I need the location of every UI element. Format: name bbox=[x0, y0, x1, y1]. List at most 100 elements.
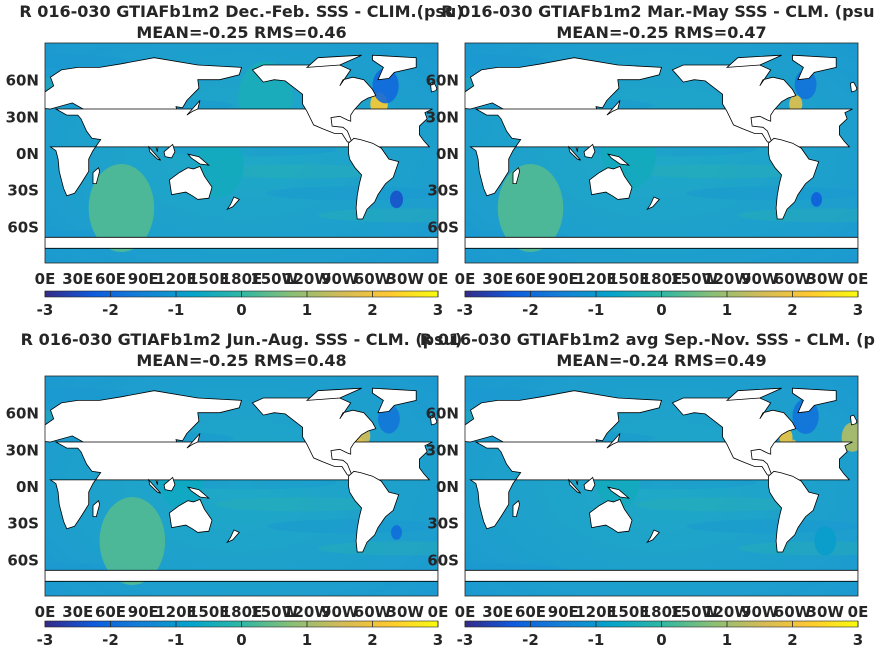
y-tick-label: 0N bbox=[16, 478, 39, 496]
land-mass bbox=[305, 387, 362, 401]
land-mass bbox=[226, 529, 240, 544]
salinity-anomaly bbox=[814, 526, 837, 556]
x-tick-label: 90E bbox=[128, 603, 159, 621]
x-tick-label: 60E bbox=[95, 603, 126, 621]
x-tick-label: 120W bbox=[703, 603, 751, 621]
salinity-anomaly bbox=[99, 497, 166, 585]
anomaly-band bbox=[635, 164, 809, 179]
land-mass bbox=[168, 165, 213, 200]
salinity-anomaly bbox=[389, 190, 404, 209]
x-tick-label: 60W bbox=[354, 270, 392, 288]
land-mass bbox=[792, 54, 837, 81]
land-mass bbox=[147, 145, 161, 161]
x-tick-label: 60W bbox=[774, 603, 812, 621]
colorbar-tick-label: -1 bbox=[588, 631, 605, 649]
colorbar-tick-label: 0 bbox=[656, 301, 666, 319]
salinity-anomaly bbox=[391, 525, 402, 540]
land-mass bbox=[589, 498, 633, 533]
x-tick-label: 0E bbox=[848, 270, 869, 288]
y-tick-label: 0N bbox=[436, 478, 459, 496]
colorbar-tick-label: -2 bbox=[102, 301, 119, 319]
x-tick-label: 60E bbox=[95, 270, 126, 288]
x-tick-label: 30E bbox=[62, 603, 93, 621]
land-mass bbox=[465, 569, 858, 582]
y-tick-label: 60N bbox=[426, 405, 459, 423]
land-mass bbox=[251, 397, 377, 476]
map-frame bbox=[464, 375, 859, 597]
salinity-anomaly bbox=[789, 95, 803, 113]
y-tick-label: 60S bbox=[7, 218, 39, 236]
panel-title: R 016-030 GTIAFb1m2 Jun.-Aug. SSS - CLM.… bbox=[21, 330, 463, 349]
panel-stats: MEAN=-0.25 RMS=0.46 bbox=[136, 23, 346, 42]
land-mass bbox=[606, 153, 631, 166]
land-mass bbox=[768, 137, 820, 220]
x-tick-label: 120E bbox=[575, 270, 617, 288]
land-mass bbox=[348, 470, 400, 553]
y-tick-label: 30S bbox=[7, 182, 39, 200]
map-panel-2: R 016-030 GTIAFb1m2 Mar.-May SSS - CLM. … bbox=[426, 2, 875, 319]
anomaly-band bbox=[686, 519, 858, 534]
x-tick-label: 120E bbox=[155, 603, 197, 621]
land-mass bbox=[147, 478, 161, 494]
land-mass bbox=[168, 498, 213, 533]
colorbar-tick-label: -2 bbox=[522, 631, 539, 649]
land-mass bbox=[606, 486, 631, 499]
land-mass bbox=[583, 143, 596, 159]
anomaly-band bbox=[266, 186, 438, 201]
anomaly-band bbox=[737, 208, 858, 223]
map-panel-1: R 016-030 GTIAFb1m2 Dec.-Feb. SSS - CLIM… bbox=[6, 2, 464, 319]
x-tick-label: 150E bbox=[608, 270, 650, 288]
panel-stats: MEAN=-0.25 RMS=0.47 bbox=[556, 23, 766, 42]
x-tick-label: 150E bbox=[608, 603, 650, 621]
x-tick-label: 120W bbox=[283, 603, 331, 621]
x-tick-label: 0E bbox=[848, 603, 869, 621]
land-mass bbox=[646, 196, 660, 211]
x-tick-label: 120E bbox=[155, 270, 197, 288]
x-tick-label: 0E bbox=[35, 270, 56, 288]
land-mass bbox=[849, 414, 858, 426]
land-mass bbox=[163, 476, 176, 492]
anomaly-band bbox=[215, 497, 389, 512]
y-tick-label: 30N bbox=[6, 108, 39, 126]
salinity-anomaly bbox=[497, 164, 564, 252]
anomaly-band bbox=[317, 208, 438, 223]
x-tick-label: 30W bbox=[807, 603, 845, 621]
colorbar-tick-label: 1 bbox=[722, 631, 732, 649]
land-mass bbox=[606, 433, 621, 449]
x-tick-label: 0E bbox=[428, 270, 449, 288]
colorbar-tick-label: -2 bbox=[522, 301, 539, 319]
salinity-anomaly bbox=[88, 164, 155, 252]
panel-stats: MEAN=-0.24 RMS=0.49 bbox=[556, 351, 766, 370]
land-mass bbox=[372, 387, 417, 414]
anomaly-band bbox=[465, 54, 552, 69]
colorbar-tick-label: -1 bbox=[168, 301, 185, 319]
land-mass bbox=[725, 54, 782, 68]
map-panel-4: R 016-030 GTIAFb1m2 avg Sep.-Nov. SSS - … bbox=[420, 330, 875, 649]
x-tick-label: 180E bbox=[641, 270, 683, 288]
x-tick-label: 150W bbox=[250, 270, 298, 288]
anomaly-band bbox=[215, 164, 389, 179]
panel-title: R 016-030 GTIAFb1m2 Mar.-May SSS - CLM. … bbox=[441, 2, 875, 21]
land-mass bbox=[45, 236, 438, 249]
x-tick-label: 30E bbox=[62, 270, 93, 288]
x-tick-label: 150W bbox=[250, 603, 298, 621]
x-tick-label: 180E bbox=[221, 270, 263, 288]
x-tick-label: 90E bbox=[548, 270, 579, 288]
land-mass bbox=[186, 100, 201, 116]
x-tick-label: 30E bbox=[482, 603, 513, 621]
colorbar-tick-label: 0 bbox=[236, 301, 246, 319]
land-mass bbox=[567, 145, 581, 161]
colorbar-tick-label: -3 bbox=[37, 631, 54, 649]
land-mass bbox=[567, 478, 581, 494]
land-mass bbox=[512, 499, 521, 517]
x-tick-label: 180E bbox=[641, 603, 683, 621]
y-tick-label: 30S bbox=[427, 182, 459, 200]
colorbar-tick-label: 1 bbox=[302, 631, 312, 649]
land-mass bbox=[589, 165, 633, 200]
x-tick-label: 90E bbox=[128, 270, 159, 288]
x-tick-label: 120W bbox=[703, 270, 751, 288]
x-tick-label: 150W bbox=[670, 270, 718, 288]
colorbar-tick-label: -1 bbox=[168, 631, 185, 649]
land-mass bbox=[583, 476, 596, 492]
land-mass bbox=[372, 54, 417, 81]
